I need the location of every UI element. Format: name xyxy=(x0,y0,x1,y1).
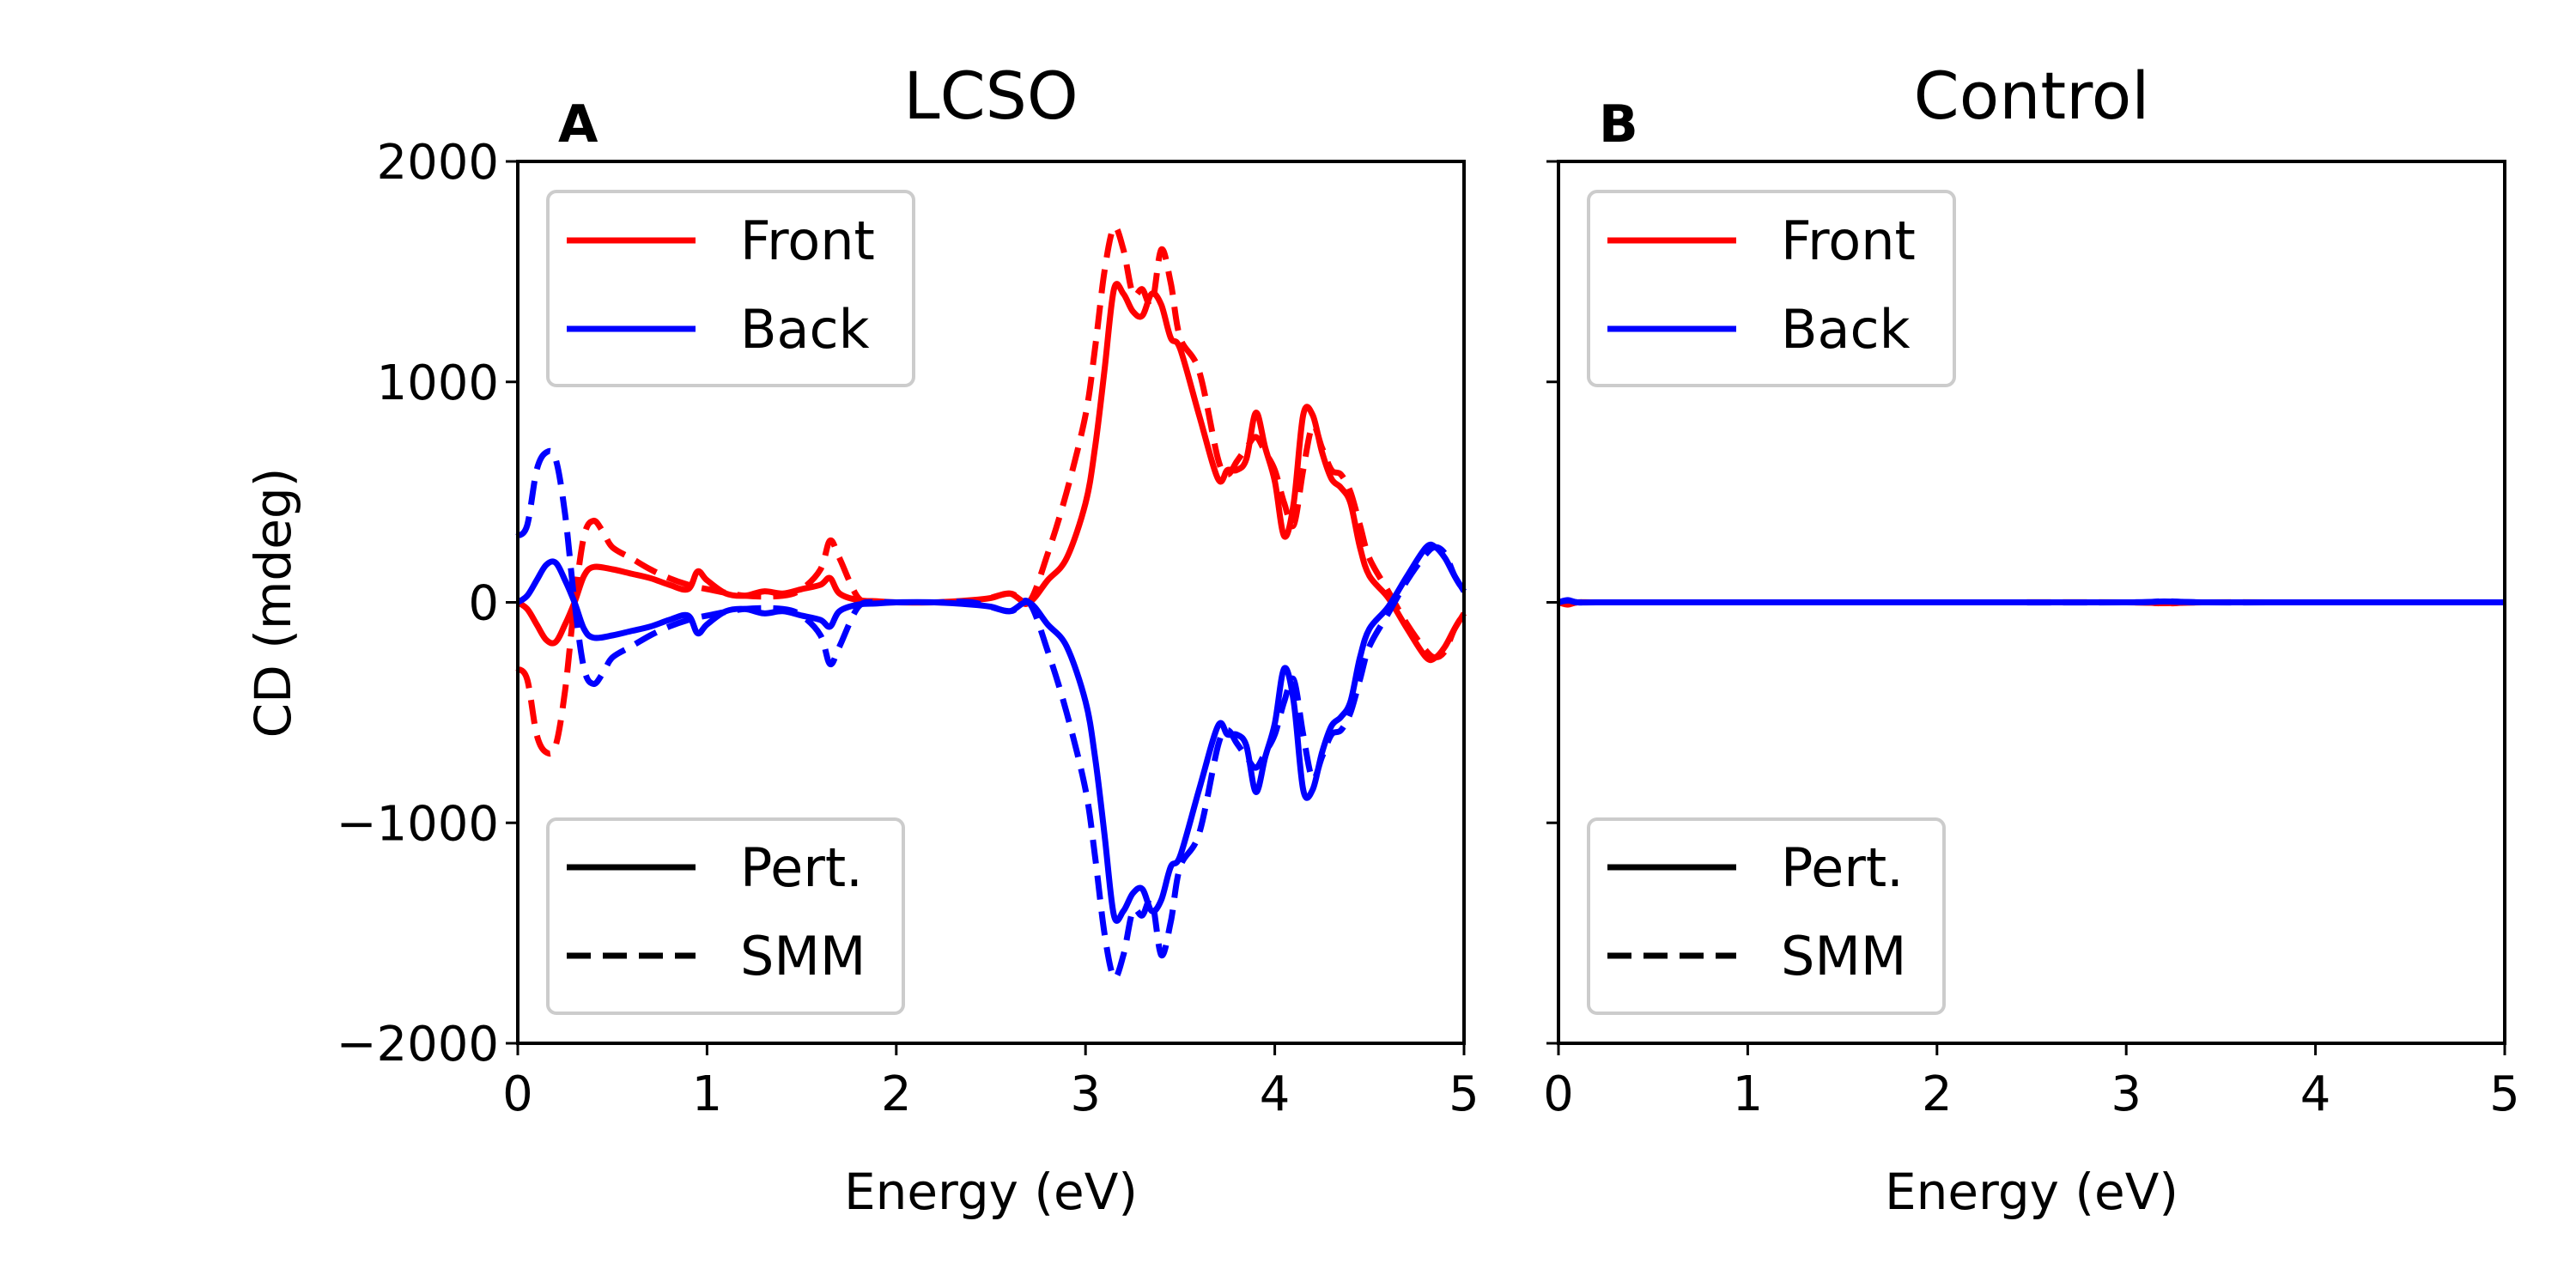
legend-smm-label: SMM xyxy=(1781,925,1906,987)
legend-smm-label: SMM xyxy=(740,925,866,987)
y-tick-label: 1000 xyxy=(376,355,499,411)
legend-front-label: Front xyxy=(740,210,875,272)
series-line-back-smm xyxy=(515,447,1467,981)
x-tick-label: 3 xyxy=(2111,1066,2142,1122)
x-tick-label: 5 xyxy=(1449,1066,1479,1122)
panel-b: B Control Energy (eV) 0 1 2 3 4 5 Front … xyxy=(1543,58,2520,1221)
panel-a-x-tick-labels: 0 1 2 3 4 5 xyxy=(502,1066,1479,1122)
x-tick-label: 1 xyxy=(692,1066,723,1122)
panel-a-title: LCSO xyxy=(903,58,1078,134)
panel-b-x-axis-label: Energy (eV) xyxy=(1885,1163,2178,1221)
x-tick-label: 2 xyxy=(1922,1066,1953,1122)
x-tick-label: 4 xyxy=(2300,1066,2331,1122)
panel-a-x-axis-label: Energy (eV) xyxy=(844,1163,1138,1221)
x-tick-label: 0 xyxy=(502,1066,533,1122)
panel-a-y-tick-labels: 2000 1000 0 −1000 −2000 xyxy=(337,135,499,1072)
panel-b-color-legend: Front Back xyxy=(1587,190,1956,387)
legend-pert-label: Pert. xyxy=(1781,836,1904,899)
panel-b-x-tick-labels: 0 1 2 3 4 5 xyxy=(1543,1066,2520,1122)
x-tick-label: 0 xyxy=(1543,1066,1574,1122)
panel-a-color-legend: Front Back xyxy=(546,190,915,387)
panel-a-plot-frame xyxy=(516,160,1466,1045)
panel-b-style-legend: Pert. SMM xyxy=(1587,817,1946,1015)
y-tick-label: 0 xyxy=(468,576,499,632)
panel-a-label: A xyxy=(558,94,598,155)
legend-front-label: Front xyxy=(1781,210,1916,272)
y-tick-label: −1000 xyxy=(337,796,499,852)
legend-pert-label: Pert. xyxy=(740,836,863,899)
panel-b-title: Control xyxy=(1914,58,2150,134)
legend-back-label: Back xyxy=(1781,298,1911,361)
panel-a-y-axis-label: CD (mdeg) xyxy=(244,468,302,738)
x-tick-label: 4 xyxy=(1260,1066,1291,1122)
panel-b-plot-frame xyxy=(1557,160,2506,1045)
y-tick-label: 2000 xyxy=(376,135,499,191)
panel-b-label: B xyxy=(1599,94,1638,155)
panel-a-series xyxy=(515,223,1467,981)
series-line-front-smm xyxy=(515,223,1467,757)
legend-back-label: Back xyxy=(740,298,870,361)
panel-a: A LCSO Energy (eV) CD (mdeg) 0 1 2 3 4 5… xyxy=(244,58,1479,1221)
panel-b-tick-marks xyxy=(1546,160,2506,1055)
series-line-back-pert xyxy=(515,541,1467,924)
panel-a-style-legend: Pert. SMM xyxy=(546,817,905,1015)
series-line-front-pert xyxy=(515,281,1467,664)
y-tick-label: −2000 xyxy=(337,1017,499,1072)
x-tick-label: 2 xyxy=(881,1066,912,1122)
x-tick-label: 3 xyxy=(1070,1066,1101,1122)
panel-b-series xyxy=(1558,597,2505,608)
panel-a-tick-marks xyxy=(506,160,1466,1055)
series-line-back-smm xyxy=(1558,597,2505,606)
x-tick-label: 1 xyxy=(1733,1066,1764,1122)
x-tick-label: 5 xyxy=(2489,1066,2520,1122)
